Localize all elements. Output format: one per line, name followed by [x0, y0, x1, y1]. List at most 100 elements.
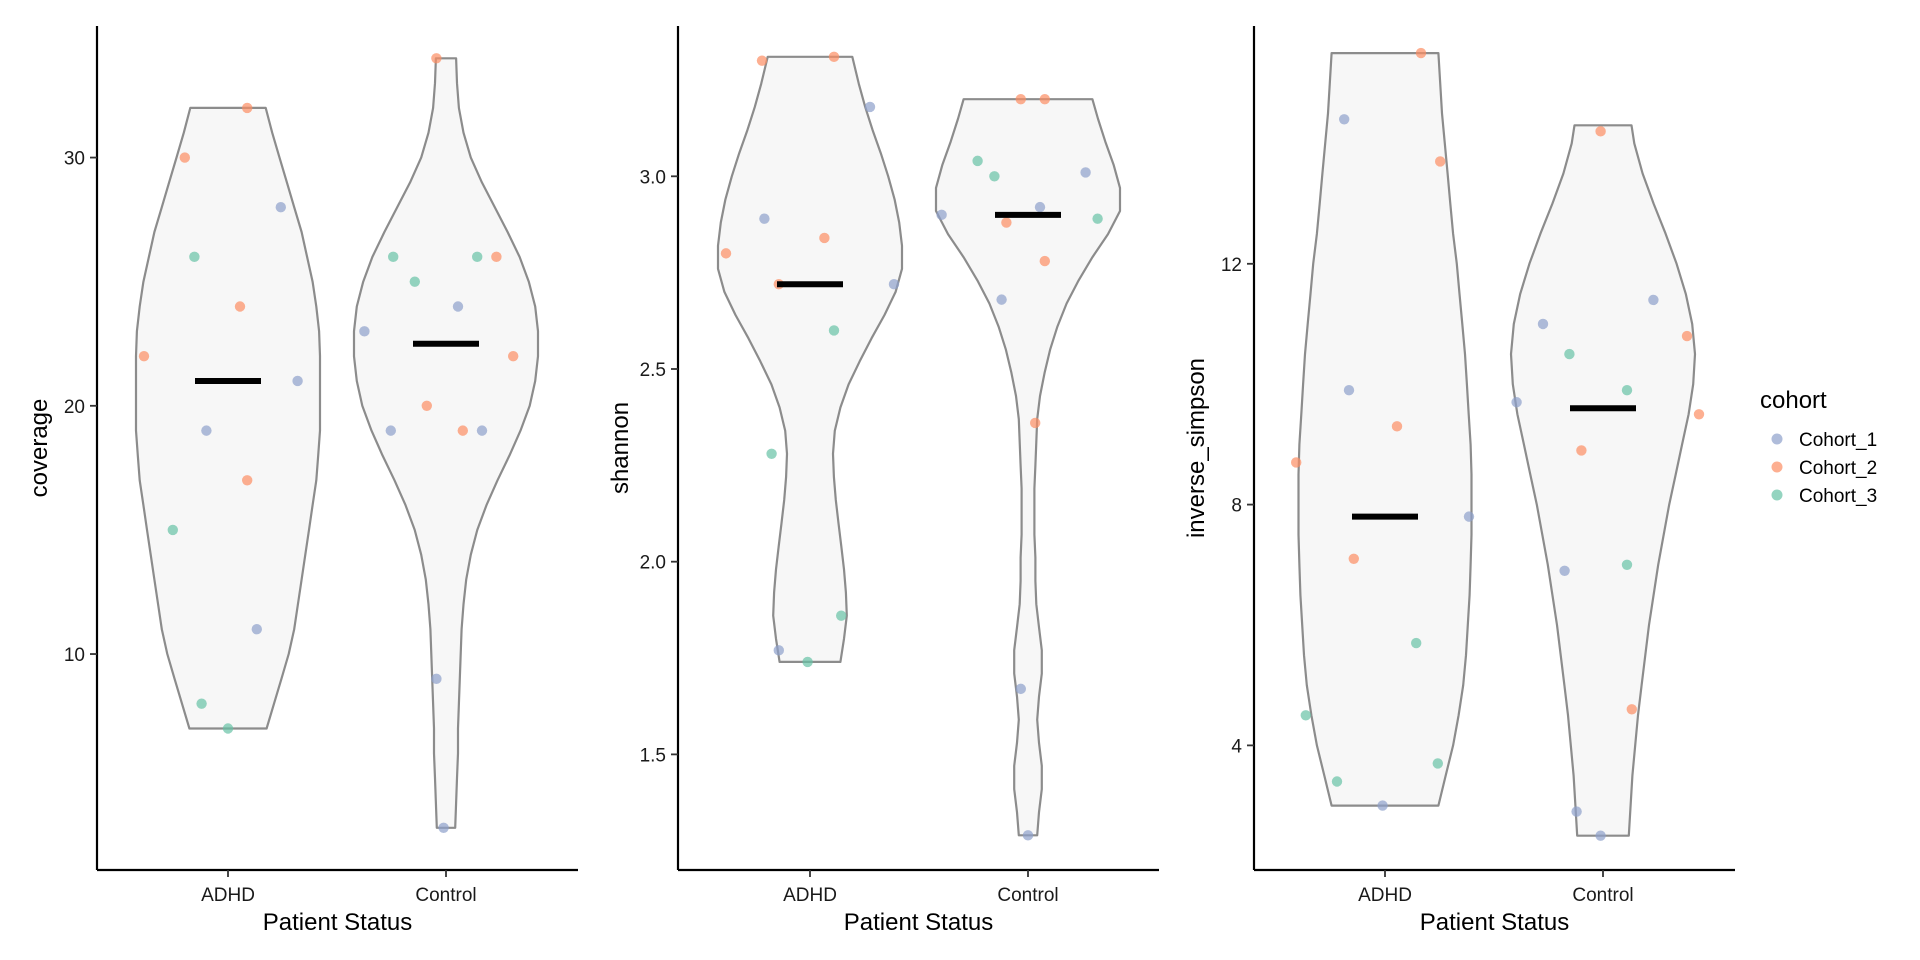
legend-key-cohort-3	[1771, 489, 1783, 501]
data-point	[1030, 417, 1041, 429]
y-tick-label: 3.0	[640, 167, 666, 188]
data-point	[972, 155, 983, 167]
data-point	[1039, 255, 1051, 267]
data-point	[438, 822, 449, 833]
data-point	[1648, 294, 1659, 306]
data-point	[766, 448, 777, 459]
data-point	[1432, 758, 1444, 769]
data-point	[1348, 553, 1360, 564]
y-tick-label: 10	[64, 645, 85, 666]
data-point	[936, 209, 947, 221]
data-point	[1080, 167, 1091, 178]
data-point	[491, 251, 502, 263]
data-point	[1415, 47, 1427, 59]
data-point	[359, 326, 370, 337]
data-point	[1034, 201, 1046, 213]
legend: cohort Cohort_1 Cohort_2 Cohort_3	[1760, 387, 1877, 507]
legend-label: Cohort_3	[1799, 486, 1877, 507]
data-point	[1022, 830, 1034, 841]
data-point	[1435, 156, 1446, 167]
data-point	[836, 610, 847, 621]
legend-label: Cohort_1	[1799, 430, 1877, 451]
x-tick-label: ADHD	[783, 885, 837, 906]
data-point	[242, 102, 253, 114]
y-tick-label: 2.5	[640, 360, 666, 381]
data-point	[189, 251, 200, 263]
data-point	[1595, 126, 1606, 137]
data-point	[802, 656, 813, 668]
data-point	[1092, 213, 1103, 224]
data-point	[472, 251, 483, 263]
y-tick-label: 8	[1231, 496, 1242, 517]
violin-adhd	[716, 55, 904, 663]
violin-control	[352, 57, 540, 829]
x-tick-label: ADHD	[201, 885, 255, 906]
data-point	[1564, 348, 1575, 360]
data-point	[1001, 217, 1012, 228]
data-point	[431, 673, 442, 685]
data-point	[1537, 318, 1549, 330]
x-axis-title: Patient Status	[1420, 909, 1569, 936]
data-point	[196, 698, 207, 709]
data-point	[138, 350, 150, 362]
data-point	[1411, 637, 1422, 649]
data-point	[773, 645, 784, 656]
data-point	[409, 276, 420, 287]
data-point	[720, 248, 732, 259]
violin-control	[934, 98, 1122, 837]
x-tick-label: Control	[997, 885, 1058, 906]
y-tick-label: 4	[1231, 736, 1242, 757]
y-axis-title: coverage	[26, 399, 53, 498]
data-point	[864, 101, 876, 113]
data-point	[828, 325, 840, 336]
data-point	[1621, 385, 1633, 396]
data-point	[1571, 806, 1582, 817]
data-point	[388, 251, 399, 263]
y-tick-label: 2.0	[640, 553, 666, 574]
data-point	[251, 624, 262, 635]
x-axis-title: Patient Status	[844, 909, 993, 936]
y-tick-label: 30	[64, 149, 85, 170]
data-point	[1343, 385, 1355, 396]
data-point	[292, 375, 303, 387]
legend-items: Cohort_1 Cohort_2 Cohort_3	[1771, 430, 1877, 507]
data-point	[1391, 421, 1403, 432]
legend-title: cohort	[1760, 387, 1827, 414]
data-point	[1559, 565, 1570, 577]
data-point	[1621, 559, 1633, 570]
x-tick-label: ADHD	[1358, 885, 1412, 906]
data-point	[1595, 830, 1606, 841]
data-point	[385, 425, 396, 436]
data-point	[201, 425, 212, 436]
data-point	[508, 350, 519, 362]
data-point	[989, 171, 1000, 182]
x-axis-title: Patient Status	[263, 909, 412, 936]
data-point	[1377, 800, 1388, 811]
data-point	[457, 425, 468, 436]
data-point	[431, 53, 442, 64]
data-point	[1626, 704, 1638, 715]
data-point	[1693, 409, 1705, 420]
legend-label: Cohort_2	[1799, 458, 1877, 479]
data-point	[1681, 330, 1693, 342]
data-point	[1331, 776, 1343, 787]
y-axis-title: shannon	[607, 402, 634, 494]
data-point	[452, 301, 464, 312]
legend-key-cohort-2	[1771, 461, 1783, 473]
data-point	[234, 301, 246, 312]
data-point	[1015, 94, 1026, 105]
data-point	[756, 55, 768, 66]
violin-control	[1509, 124, 1697, 837]
x-tick-label: Control	[1572, 885, 1633, 906]
data-point	[222, 723, 234, 734]
data-point	[759, 213, 770, 224]
data-point	[1463, 511, 1475, 522]
data-point	[819, 232, 830, 244]
data-point	[828, 51, 840, 63]
data-point	[167, 524, 178, 536]
y-tick-label: 1.5	[640, 745, 666, 766]
data-point	[1339, 114, 1350, 125]
